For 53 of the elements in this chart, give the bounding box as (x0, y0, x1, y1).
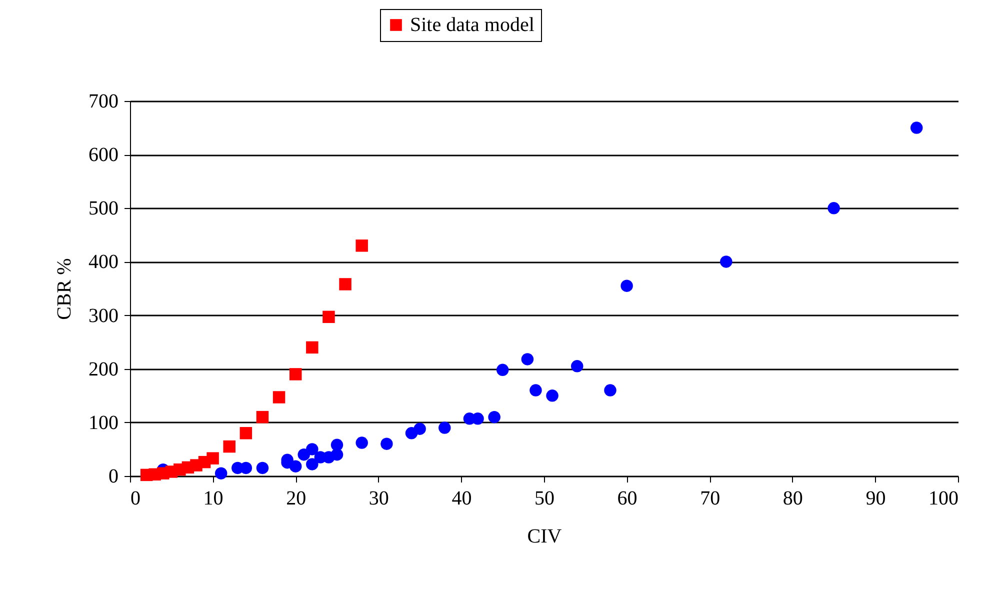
x-tick-label: 20 (286, 488, 306, 510)
point (530, 384, 542, 396)
point (380, 438, 393, 450)
y-tick-label: 0 (108, 466, 118, 488)
point (521, 353, 534, 366)
y-tick-label: 300 (88, 304, 118, 327)
point (306, 341, 318, 354)
y-tick-label: 400 (88, 251, 118, 274)
point (206, 452, 219, 464)
point (289, 460, 302, 472)
y-tick-label: 600 (88, 144, 118, 166)
point (414, 422, 426, 435)
x-tick-label: 30 (368, 488, 389, 510)
x-tick-label: 50 (534, 488, 554, 510)
point (306, 443, 318, 456)
y-tick-label: 200 (88, 358, 118, 380)
point (604, 384, 616, 396)
x-tick-label: 10 (203, 488, 224, 510)
y-axis-title: CBR % (54, 258, 76, 320)
x-tick-label: 70 (700, 488, 720, 510)
point (339, 278, 352, 290)
y-tick-label: 500 (88, 198, 118, 220)
x-tick-label: 40 (452, 488, 472, 510)
point (306, 458, 318, 470)
point (256, 462, 269, 474)
y-tick-label: 700 (88, 90, 118, 112)
point (356, 240, 368, 252)
x-tick-label: 100 (928, 488, 958, 510)
y-tick-label: 100 (88, 412, 118, 434)
x-tick-label: 90 (866, 488, 886, 510)
point (223, 440, 236, 453)
point (828, 202, 840, 214)
point (256, 410, 269, 424)
point (910, 122, 923, 134)
point (289, 368, 302, 380)
point (620, 280, 633, 292)
point (240, 427, 252, 440)
point (322, 310, 335, 324)
x-tick-label: 0 (130, 488, 140, 510)
point (330, 438, 344, 452)
point (496, 364, 509, 376)
point (214, 467, 228, 480)
point (438, 422, 451, 434)
x-tick-label: 80 (782, 488, 803, 510)
legend-label: Site data model (410, 14, 535, 36)
point (272, 391, 286, 404)
x-axis-title: CIV (527, 526, 562, 548)
point (356, 436, 368, 449)
x-tick-label: 60 (617, 488, 638, 510)
point (488, 410, 500, 424)
point (570, 360, 584, 372)
point (546, 390, 558, 402)
point (720, 256, 732, 268)
